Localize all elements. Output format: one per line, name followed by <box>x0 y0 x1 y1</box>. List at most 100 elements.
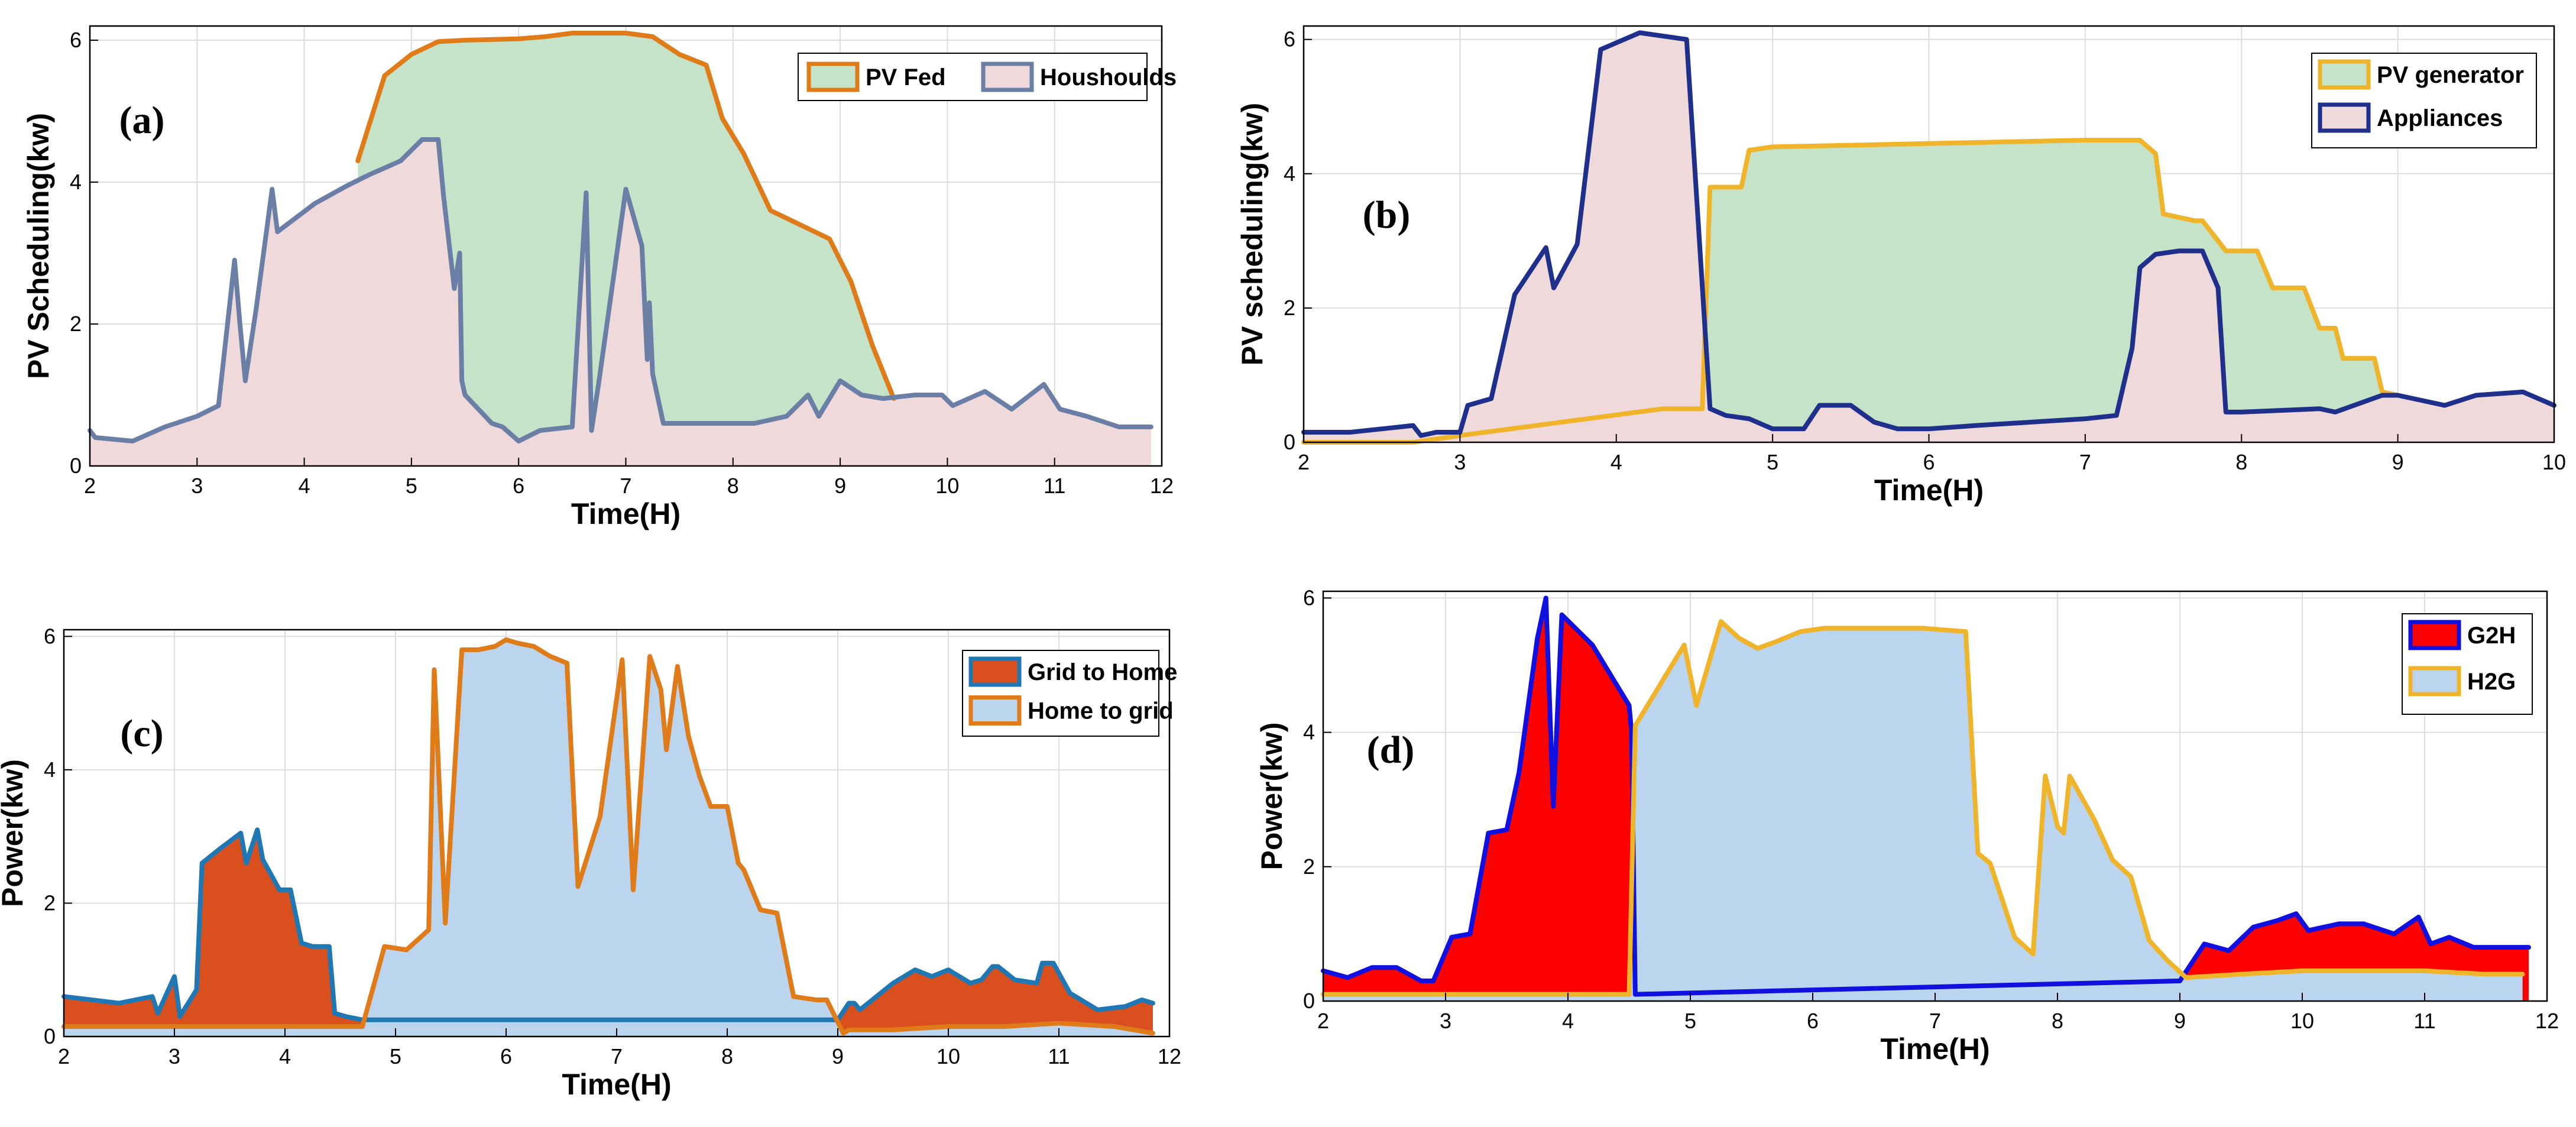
chart-1-legend-swatch-0 <box>2318 59 2371 90</box>
chart-1-y-tick-label-1: 2 <box>1284 296 1295 320</box>
chart-0-y-tick-label-3: 6 <box>70 28 82 52</box>
chart-0-x-tick-label-6: 8 <box>727 474 739 498</box>
chart-0-x-tick-label-1: 3 <box>191 474 203 498</box>
chart-1-y-axis-title: PV scheduling(kw) <box>1236 103 1269 366</box>
chart-3-x-axis-title: Time(H) <box>1880 1032 1989 1066</box>
chart-1-series-1-area <box>1304 33 2554 442</box>
chart-1-x-tick-label-0: 2 <box>1298 450 1310 474</box>
chart-0-x-tick-label-7: 9 <box>834 474 846 498</box>
chart-2-y-axis-title: Power(kw) <box>0 759 29 907</box>
chart-2-legend-label-1: Home to grid <box>1028 698 1174 724</box>
chart-0-x-tick-label-8: 10 <box>935 474 959 498</box>
chart-2-series-0-line <box>61 827 1155 1022</box>
chart-0-x-tick-label-10: 12 <box>1150 474 1174 498</box>
chart-1-series-0-area <box>1304 140 2398 442</box>
chart-3-y-tick-label-3: 6 <box>1303 585 1315 610</box>
chart-2-x-tick-label-10: 12 <box>1158 1044 1181 1068</box>
chart-2-x-axis-title: Time(H) <box>562 1068 671 1101</box>
chart-0-series-1-area <box>90 140 1151 466</box>
chart-3-series-1-line <box>1321 619 2525 997</box>
chart-3-y-tick-label-2: 4 <box>1303 720 1315 744</box>
chart-0-legend-swatch-1 <box>981 61 1034 92</box>
chart-3-x-tick-label-9: 11 <box>2413 1009 2435 1033</box>
chart-3-y-axis-title: Power(kw) <box>1255 722 1288 870</box>
chart-2-x-tick-label-7: 9 <box>832 1044 844 1068</box>
chart-0-series-1-line <box>88 137 1153 443</box>
chart-3-legend-label-0: G2H <box>2467 623 2516 649</box>
chart-2-y-tick-label-1: 2 <box>44 890 56 915</box>
chart-3-legend-swatch-1 <box>2408 666 2461 697</box>
chart-3-series-1-area <box>1323 621 2523 1001</box>
chart-2-series-1-line <box>61 637 1155 1036</box>
chart-3-y-tick-label-0: 0 <box>1303 989 1315 1013</box>
chart-3-y-tick-label-1: 2 <box>1303 854 1315 879</box>
chart-3-x-tick-label-10: 12 <box>2535 1009 2559 1033</box>
chart-2-series-0-area <box>64 830 1153 1037</box>
chart-3-x-tick-label-0: 2 <box>1317 1009 1329 1033</box>
chart-1-x-tick-label-5: 7 <box>2079 450 2091 474</box>
chart-3-x-tick-label-8: 10 <box>2290 1009 2314 1033</box>
chart-3-x-tick-label-2: 4 <box>1562 1009 1574 1033</box>
chart-3-x-tick-label-4: 6 <box>1807 1009 1819 1033</box>
chart-1-legend-label-0: PV generator <box>2377 62 2524 88</box>
chart-2: 2 3 4 5 6 7 8 9 10 11 120246Time(H)Power(kw)(c)Gri… <box>0 624 1181 1101</box>
chart-0-x-axis-title: Time(H) <box>571 497 681 530</box>
chart-0-y-tick-label-1: 2 <box>70 312 82 336</box>
chart-0-x-tick-label-2: 4 <box>299 474 310 498</box>
chart-3-x-tick-label-5: 7 <box>1929 1009 1941 1033</box>
chart-1-x-tick-label-6: 8 <box>2235 450 2247 474</box>
chart-2-y-tick-label-3: 6 <box>44 624 56 648</box>
chart-3-panel-label: (d) <box>1367 728 1415 772</box>
chart-3-legend: G2H H2G <box>2402 613 2533 715</box>
chart-3-x-tick-label-6: 8 <box>2052 1009 2063 1033</box>
chart-0-legend-swatch-0 <box>806 61 860 92</box>
chart-2-y-tick-label-2: 4 <box>44 757 56 782</box>
chart-1-legend: PV generator Appliances <box>2311 53 2537 148</box>
chart-2-legend-swatch-0 <box>968 656 1022 687</box>
chart-0-y-tick-label-2: 4 <box>70 170 82 194</box>
chart-0-panel-label: (a) <box>119 99 165 142</box>
chart-2-x-tick-label-8: 10 <box>937 1044 960 1068</box>
chart-3-x-tick-label-3: 5 <box>1684 1009 1696 1033</box>
chart-0-legend: PV Fed Houshoulds <box>798 53 1177 101</box>
chart-3-x-tick-label-1: 3 <box>1440 1009 1451 1033</box>
chart-0-y-axis-title: PV Scheduling(kw) <box>22 113 55 379</box>
chart-1-x-tick-label-7: 9 <box>2392 450 2404 474</box>
chart-0-x-tick-label-0: 2 <box>84 474 96 498</box>
chart-1-x-tick-label-8: 10 <box>2542 450 2566 474</box>
chart-1-y-tick-label-2: 4 <box>1284 161 1295 186</box>
chart-1-y-tick-label-0: 0 <box>1284 430 1295 454</box>
chart-0-legend-label-0: PV Fed <box>866 64 946 90</box>
chart-2-legend: Grid to Home Home to grid <box>962 650 1177 737</box>
chart-2-panel-label: (c) <box>120 712 163 755</box>
chart-0-x-tick-label-4: 6 <box>513 474 524 498</box>
chart-3-legend-label-1: H2G <box>2467 669 2516 695</box>
chart-1-legend-swatch-1 <box>2318 102 2371 133</box>
chart-1-x-tick-label-4: 6 <box>1923 450 1935 474</box>
chart-2-legend-swatch-1 <box>968 695 1022 726</box>
chart-2-x-tick-label-3: 5 <box>390 1044 401 1068</box>
chart-2-x-tick-label-9: 11 <box>1048 1044 1070 1068</box>
chart-2-x-tick-label-5: 7 <box>611 1044 623 1068</box>
chart-0-legend-label-1: Houshoulds <box>1040 64 1177 90</box>
chart-1-series-1-line <box>1301 30 2556 438</box>
chart-2-legend-label-0: Grid to Home <box>1028 659 1177 685</box>
chart-1-series-0-line <box>1301 138 2400 445</box>
chart-2-x-tick-label-4: 6 <box>500 1044 512 1068</box>
chart-2-x-tick-label-1: 3 <box>169 1044 180 1068</box>
chart-3-legend-swatch-0 <box>2408 620 2461 650</box>
chart-0-x-tick-label-9: 11 <box>1044 474 1065 498</box>
chart-1-panel-label: (b) <box>1363 193 1411 237</box>
chart-3-x-tick-label-7: 9 <box>2174 1009 2186 1033</box>
chart-1-x-axis-title: Time(H) <box>1874 474 1984 507</box>
chart-1-x-tick-label-2: 4 <box>1611 450 1622 474</box>
chart-0-x-tick-label-5: 7 <box>620 474 631 498</box>
chart-2-x-tick-label-6: 8 <box>721 1044 733 1068</box>
chart-0-series-0-line <box>355 31 896 401</box>
chart-1-y-tick-label-3: 6 <box>1284 27 1295 51</box>
chart-0-y-tick-label-0: 0 <box>70 454 82 478</box>
